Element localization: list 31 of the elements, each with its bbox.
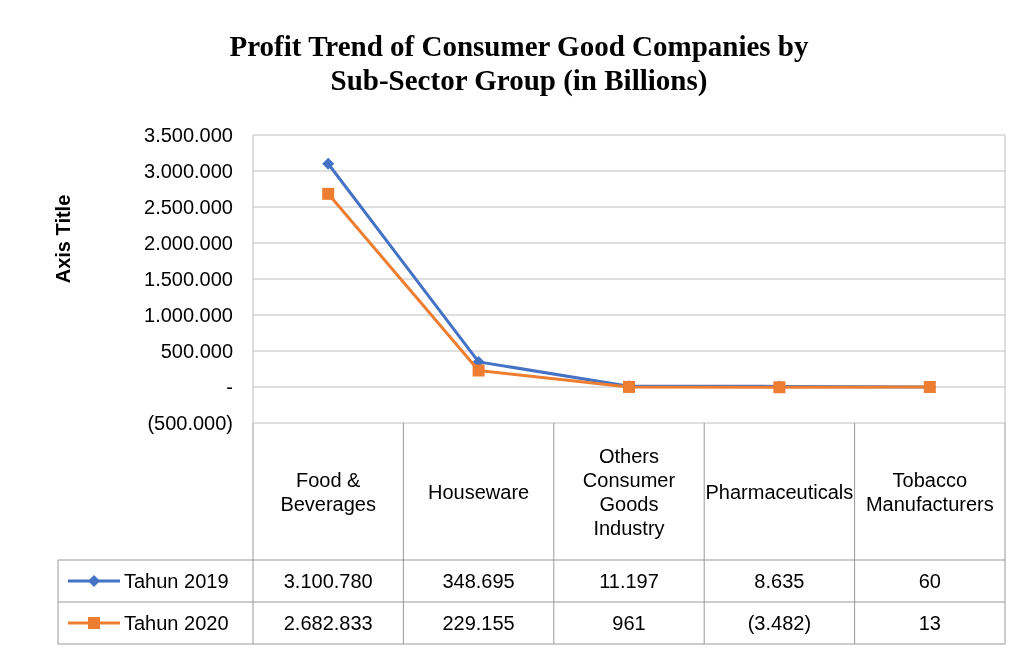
y-tick-label: 1.500.000 xyxy=(144,268,233,290)
y-tick-label: 3.500.000 xyxy=(144,124,233,146)
legend-label: Tahun 2020 xyxy=(124,612,229,634)
point xyxy=(472,364,485,377)
point xyxy=(322,157,335,170)
data-label: 11.197 xyxy=(599,570,659,592)
x-tick-label: Tobacco Manufacturers xyxy=(865,468,994,515)
chart-title: Profit Trend of Consumer Good Companies by Sub-Sector Group (in Billions) xyxy=(229,30,809,97)
data-label: 229.155 xyxy=(442,612,515,634)
data-label: 8.635 xyxy=(754,570,805,592)
y-tick-label: 2.500.000 xyxy=(144,196,233,218)
data-label: 961 xyxy=(612,612,646,634)
x-tick-label: Pharmaceuticals xyxy=(705,480,854,503)
x-tick-label: Others Consumer Goods Industry xyxy=(582,444,676,539)
y-tick-label: 2.000.000 xyxy=(144,232,233,254)
y-axis-title: Axis Title xyxy=(52,194,74,284)
data-label: (3.482) xyxy=(747,612,812,634)
y-tick-label: 500.000 xyxy=(160,340,233,362)
data-label: 60 xyxy=(918,570,941,592)
y-tick-label: (500.000) xyxy=(147,412,233,434)
point xyxy=(322,187,335,200)
data-label: 2.682.833 xyxy=(283,612,373,634)
y-tick-label: 3.000.000 xyxy=(144,160,233,182)
x-tick-label: Houseware xyxy=(428,480,530,503)
y-tick-label: 1.000.000 xyxy=(144,304,233,326)
data-label: 348.695 xyxy=(442,570,515,592)
data-label: 3.100.780 xyxy=(283,570,373,592)
y-tick-label: - xyxy=(226,376,233,398)
legend-label: Tahun 2019 xyxy=(124,570,229,592)
x-tick-label: Food & Beverages xyxy=(280,468,377,515)
data-label: 13 xyxy=(918,612,941,634)
